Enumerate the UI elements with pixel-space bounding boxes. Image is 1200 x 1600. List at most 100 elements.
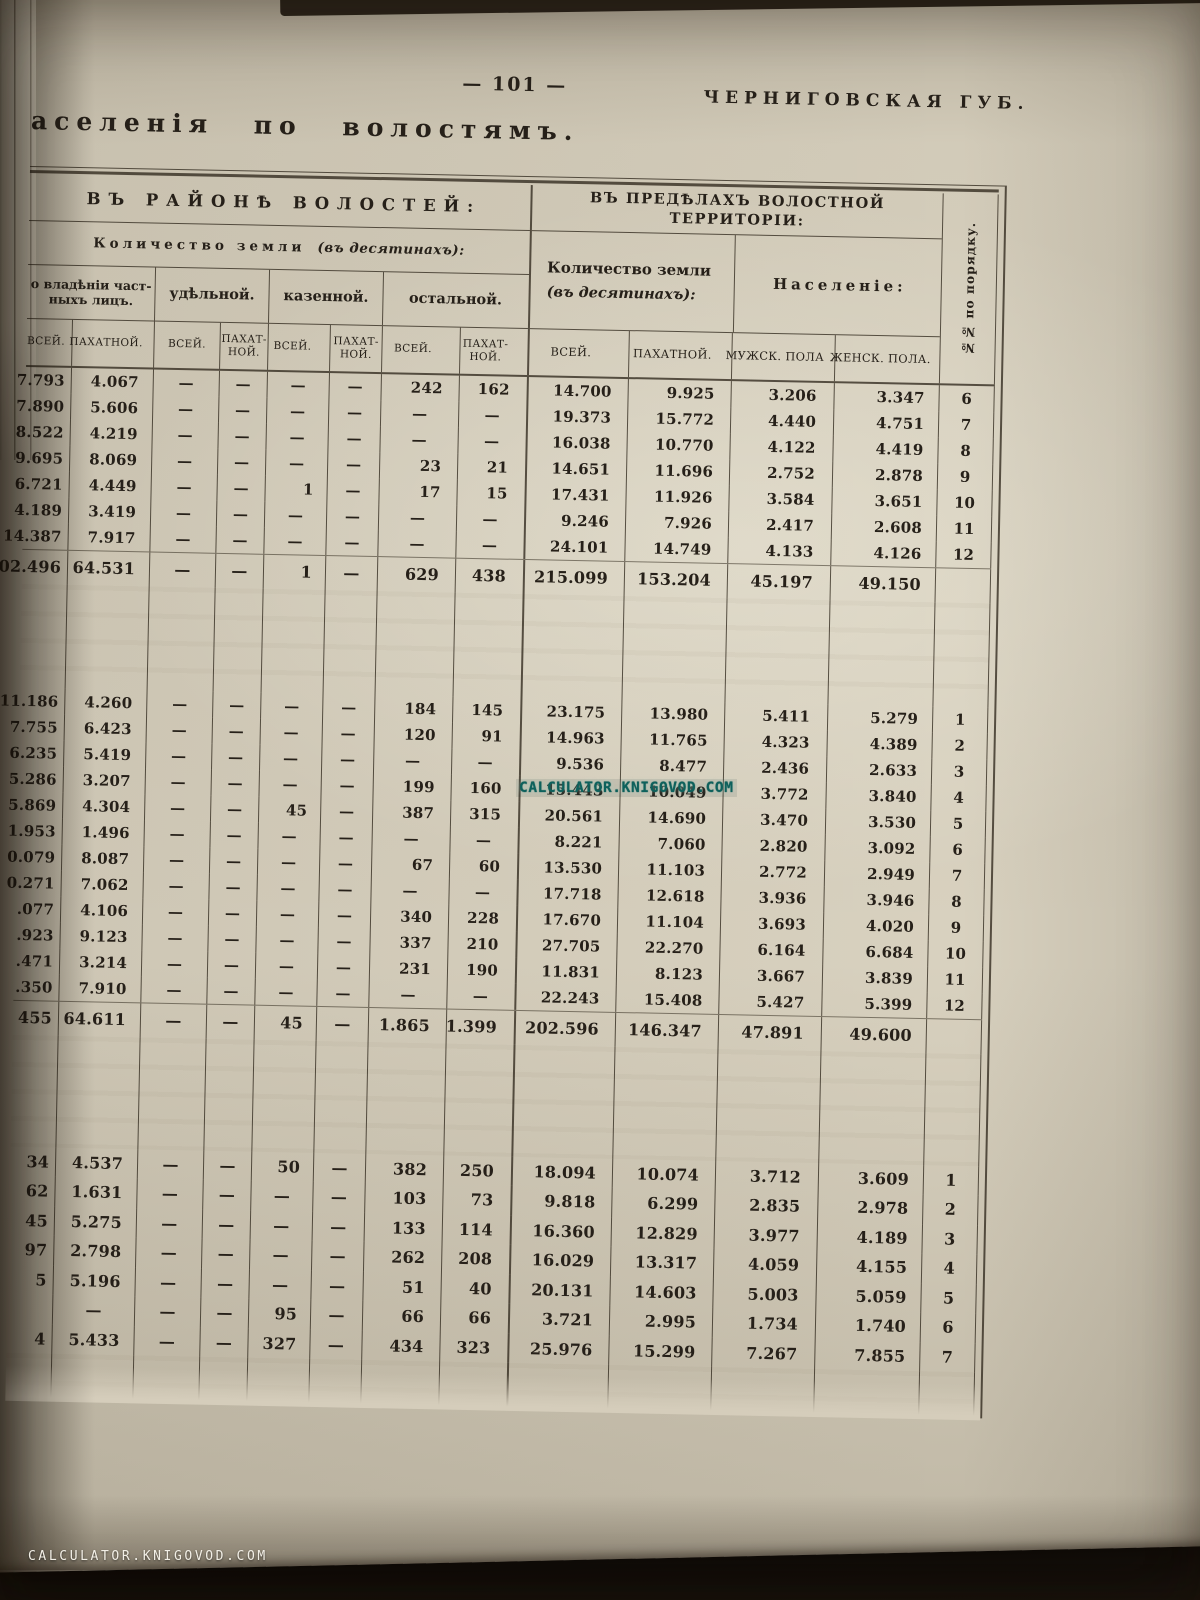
table-cell: 91 xyxy=(481,726,503,746)
dash-cell: — xyxy=(208,925,257,953)
table-cell: 4.323 xyxy=(724,727,828,756)
order-cell: 9 xyxy=(937,462,994,490)
order-cell: 5 xyxy=(921,1282,977,1314)
dash-cell: — xyxy=(312,1211,366,1243)
table-cell: 14.749 xyxy=(625,534,729,563)
dash-cell: — xyxy=(325,555,379,591)
table-cell xyxy=(819,1051,925,1165)
subcolumn-header: ПАХАТНОЙ. xyxy=(69,319,155,368)
dash-cell: — xyxy=(258,822,321,850)
section-right-line2: ТЕРРИТОРІИ: xyxy=(669,209,805,230)
dash-cell: — xyxy=(327,450,381,478)
dash-cell: — xyxy=(146,742,213,770)
dash-cell: — xyxy=(137,1178,204,1210)
table-cell: 50 xyxy=(251,1151,315,1182)
dash-cell: — xyxy=(134,1296,202,1328)
table-cell: 3.977 xyxy=(714,1219,819,1252)
dash-cell: — xyxy=(329,372,382,400)
table-cell: 4.126 xyxy=(873,543,922,563)
dash-cell: — xyxy=(472,986,489,1005)
table-cell: 5.275 xyxy=(54,1206,138,1238)
statistics-table: ВЪ РАЙОНѢ ВОЛОСТЕЙ: Количество земли (въ… xyxy=(0,166,1007,1421)
table-cell: 49.150 xyxy=(858,573,922,595)
table-cell xyxy=(213,587,264,693)
table-cell: 27.705 xyxy=(517,931,618,960)
table-cell: 66 xyxy=(362,1301,442,1333)
table-cell: 14.651 xyxy=(526,454,628,483)
table-cell: 2.417 xyxy=(728,510,833,539)
dash-cell: — xyxy=(140,1002,208,1039)
table-cell: 7.267 xyxy=(712,1337,816,1370)
order-cell: 11 xyxy=(936,514,993,542)
table-cell: 64.611 xyxy=(58,1001,142,1037)
dash-cell: — xyxy=(265,449,329,477)
table-cell: 2.772 xyxy=(721,857,826,886)
table-cell: 23.175 xyxy=(521,697,623,726)
dash-cell: — xyxy=(326,528,379,556)
group-header: о владѣніи част-ныхъ лицъ. xyxy=(27,264,157,321)
table-cell: 3.470 xyxy=(722,805,827,834)
table-cell: 7.917 xyxy=(68,523,151,552)
dash-cell: — xyxy=(378,529,457,558)
dash-cell: — xyxy=(326,502,380,530)
dash-cell: — xyxy=(52,1294,136,1326)
dash-cell: — xyxy=(152,421,219,449)
table-cell: 34 xyxy=(9,1146,57,1177)
table-cell xyxy=(716,1048,822,1163)
table-cell: 327 xyxy=(248,1328,311,1359)
table-cell: 5.427 xyxy=(719,987,823,1016)
table-cell: 190 xyxy=(465,960,499,980)
table-cell: 8.221 xyxy=(519,827,620,856)
table-cell: 199 xyxy=(373,772,452,801)
table-cell: 4.059 xyxy=(713,1249,818,1281)
table-cell: 66 xyxy=(468,1308,492,1328)
dash-cell: — xyxy=(134,1325,201,1357)
dash-cell: — xyxy=(259,744,323,772)
table-cell: 5.196 xyxy=(53,1265,137,1297)
table-cell: 5.411 xyxy=(724,701,829,730)
table-cell: 629 xyxy=(377,556,457,593)
order-cell: 8 xyxy=(938,436,994,464)
order-cell: 1 xyxy=(923,1164,980,1196)
table-cell: 1.399 xyxy=(445,1016,498,1037)
dash-cell: — xyxy=(217,448,267,476)
table-cell: 4.419 xyxy=(875,439,924,459)
table-cell: 5.869 xyxy=(8,791,64,819)
table-cell: 9.695 xyxy=(15,444,71,472)
dash-cell: — xyxy=(259,770,322,798)
table-cell: 6.164 xyxy=(720,935,824,964)
dash-cell: — xyxy=(371,876,450,905)
table-cell: 4.122 xyxy=(730,432,834,461)
land-quantity-left-label: Количество земли xyxy=(93,235,306,256)
table-cell xyxy=(6,1293,54,1325)
table-cell: 4.389 xyxy=(869,734,918,754)
table-cell: 2.436 xyxy=(723,753,828,782)
table-cell: 153.204 xyxy=(624,561,729,598)
table-cell: 3.936 xyxy=(721,883,825,912)
table-cell xyxy=(444,1043,512,1156)
dash-cell: — xyxy=(378,503,458,532)
dash-cell: — xyxy=(203,1179,252,1211)
table-cell: 382 xyxy=(365,1153,445,1185)
table-cell: 102.496 xyxy=(0,549,69,585)
dash-cell: — xyxy=(216,500,266,528)
table-cell: 1.740 xyxy=(854,1316,907,1337)
table-cell: 262 xyxy=(363,1242,443,1274)
table-cell: 340 xyxy=(370,902,450,931)
table-cell: 160 xyxy=(469,778,502,798)
dash-cell: — xyxy=(484,405,500,425)
table-cell: 11.765 xyxy=(621,725,725,754)
dash-cell: — xyxy=(264,527,327,555)
dash-cell: — xyxy=(137,1148,205,1180)
table-cell: 2.820 xyxy=(722,831,826,860)
right-midheader-row: Количество земли (въ десятинахъ): Населе… xyxy=(529,230,942,337)
dash-cell: — xyxy=(481,535,498,555)
table-cell: 11.103 xyxy=(618,855,723,884)
dash-cell: — xyxy=(310,1299,364,1331)
page-title: аселенія по волостямъ. xyxy=(30,106,580,147)
table-cell: 45 xyxy=(254,1005,318,1041)
table-cell: 4.020 xyxy=(865,916,915,936)
table-cell: 455 xyxy=(12,1000,60,1036)
